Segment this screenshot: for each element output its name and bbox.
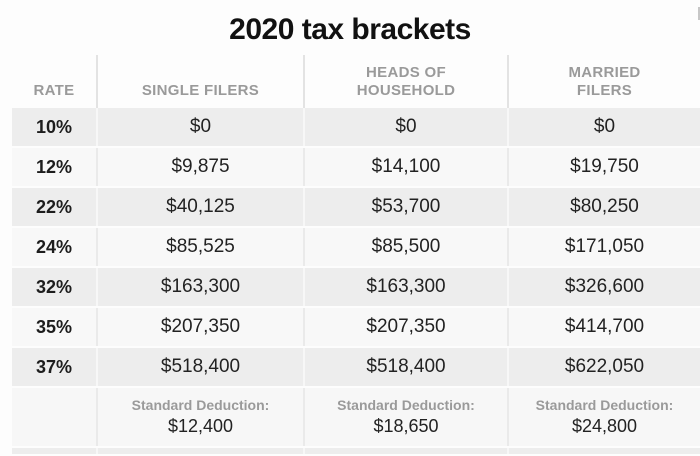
- married-filers-value: $80,250: [507, 188, 700, 226]
- heads-of-household-value: $53,700: [303, 188, 507, 226]
- header-married-filers-label: MARRIED FILERS: [568, 63, 641, 100]
- tax-brackets-table: RATE SINGLE FILERS HEADS OF HOUSEHOLD MA…: [12, 55, 700, 454]
- cropped-bottom-row: [12, 448, 700, 454]
- header-single-filers: SINGLE FILERS: [96, 55, 303, 108]
- table-row-10pct: 10% $0 $0 $0: [12, 108, 700, 146]
- rate-value: 35%: [35, 316, 73, 337]
- standard-deduction-married-value: $24,800: [571, 416, 638, 437]
- heads-of-household-value: $14,100: [303, 148, 507, 186]
- heads-of-household-value: $163,300: [303, 268, 507, 306]
- cropped-edge-artifact: [698, 7, 700, 20]
- standard-deduction-label: Standard Deduction:: [535, 396, 674, 413]
- standard-deduction-married: Standard Deduction: $24,800: [507, 388, 700, 446]
- single-filers-value: $163,300: [96, 268, 303, 306]
- married-filers-value: $326,600: [507, 268, 700, 306]
- standard-deduction-row: Standard Deduction: $12,400 Standard Ded…: [12, 388, 700, 446]
- heads-of-household-value: $85,500: [303, 228, 507, 266]
- married-filers-value: $19,750: [507, 148, 700, 186]
- single-filers-value: $9,875: [96, 148, 303, 186]
- single-filers-value: $518,400: [96, 348, 303, 386]
- header-rate: RATE: [12, 55, 96, 108]
- standard-deduction-empty-cell: [12, 388, 96, 446]
- header-heads-of-household: HEADS OF HOUSEHOLD: [303, 55, 507, 108]
- standard-deduction-heads: Standard Deduction: $18,650: [303, 388, 507, 446]
- rate-value: 22%: [35, 196, 73, 217]
- heads-of-household-value: $207,350: [303, 308, 507, 346]
- single-filers-value: $85,525: [96, 228, 303, 266]
- standard-deduction-single: Standard Deduction: $12,400: [96, 388, 303, 446]
- married-filers-value: $0: [507, 108, 700, 146]
- header-single-filers-label: SINGLE FILERS: [141, 82, 260, 100]
- standard-deduction-label: Standard Deduction:: [337, 396, 475, 413]
- header-rate-label: RATE: [33, 82, 75, 100]
- standard-deduction-single-value: $12,400: [167, 416, 234, 437]
- header-married-filers: MARRIED FILERS: [507, 55, 700, 108]
- rate-value: 24%: [35, 236, 73, 257]
- single-filers-value: $40,125: [96, 188, 303, 226]
- title-bar: 2020 tax brackets: [0, 0, 700, 55]
- rate-value: 10%: [35, 116, 73, 137]
- header-heads-of-household-label: HEADS OF HOUSEHOLD: [356, 63, 456, 100]
- table-row-37pct: 37% $518,400 $518,400 $622,050: [12, 348, 700, 386]
- standard-deduction-heads-value: $18,650: [373, 416, 439, 437]
- table-row-22pct: 22% $40,125 $53,700 $80,250: [12, 188, 700, 226]
- heads-of-household-value: $0: [303, 108, 507, 146]
- married-filers-value: $171,050: [507, 228, 700, 266]
- married-filers-value: $414,700: [507, 308, 700, 346]
- married-filers-value: $622,050: [507, 348, 700, 386]
- heads-of-household-value: $518,400: [303, 348, 507, 386]
- single-filers-value: $207,350: [96, 308, 303, 346]
- page-title: 2020 tax brackets: [229, 12, 471, 46]
- table-header-row: RATE SINGLE FILERS HEADS OF HOUSEHOLD MA…: [12, 55, 700, 108]
- table-row-32pct: 32% $163,300 $163,300 $326,600: [12, 268, 700, 306]
- table-row-12pct: 12% $9,875 $14,100 $19,750: [12, 148, 700, 186]
- table-row-24pct: 24% $85,525 $85,500 $171,050: [12, 228, 700, 266]
- rate-value: 37%: [35, 356, 73, 377]
- table-row-35pct: 35% $207,350 $207,350 $414,700: [12, 308, 700, 346]
- standard-deduction-label: Standard Deduction:: [131, 396, 270, 413]
- rate-value: 12%: [35, 156, 73, 177]
- rate-value: 32%: [35, 276, 73, 297]
- single-filers-value: $0: [96, 108, 303, 146]
